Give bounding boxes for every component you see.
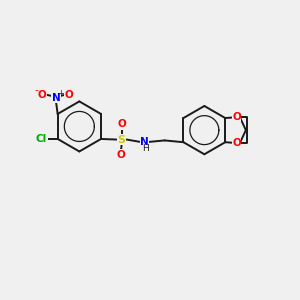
Text: O: O	[232, 138, 241, 148]
Text: O: O	[117, 150, 125, 160]
Text: S: S	[118, 134, 126, 145]
Text: O: O	[38, 90, 47, 100]
Text: O: O	[117, 119, 126, 129]
Text: -: -	[34, 85, 38, 95]
Text: O: O	[232, 112, 241, 122]
Text: N: N	[140, 137, 149, 147]
Text: O: O	[64, 90, 73, 100]
Text: Cl: Cl	[36, 134, 47, 144]
Text: H: H	[142, 144, 148, 153]
Text: +: +	[57, 89, 64, 98]
Text: N: N	[52, 93, 61, 103]
